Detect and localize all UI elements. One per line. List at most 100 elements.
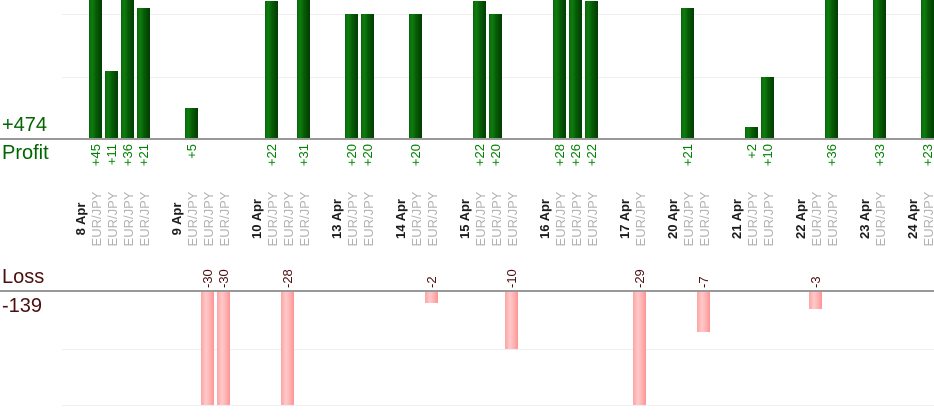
profit-value-label: +11 <box>104 144 119 166</box>
loss-section-label: Loss <box>2 266 45 288</box>
loss-total: -139 <box>2 295 43 317</box>
date-label: 16 Apr <box>537 199 552 239</box>
symbol-label: EUR/JPY <box>681 191 696 247</box>
date-label: 15 Apr <box>457 199 472 239</box>
profit-bar <box>137 8 150 140</box>
profit-value-label: +20 <box>408 144 423 167</box>
date-label: 17 Apr <box>617 199 632 239</box>
symbol-label: EUR/JPY <box>761 191 776 247</box>
symbol-label: EUR/JPY <box>873 191 888 247</box>
loss-axis-line <box>0 290 934 292</box>
profit-value-label: +36 <box>824 144 839 167</box>
date-label: 22 Apr <box>793 199 808 239</box>
loss-value-label: -28 <box>280 269 295 288</box>
symbol-label: EUR/JPY <box>409 191 424 247</box>
date-label: 9 Apr <box>169 202 184 236</box>
profit-value-label: +5 <box>184 144 199 159</box>
profit-bar <box>825 0 838 140</box>
symbol-label: EUR/JPY <box>425 191 440 247</box>
symbol-label: EUR/JPY <box>361 191 376 247</box>
profit-bar <box>105 71 118 140</box>
symbol-label: EUR/JPY <box>345 191 360 247</box>
profit-bar <box>409 14 422 140</box>
profit-bar <box>761 77 774 140</box>
symbol-label: EUR/JPY <box>281 191 296 247</box>
profit-value-label: +23 <box>920 144 934 167</box>
symbol-label: EUR/JPY <box>825 191 840 247</box>
loss-bottom-gridline <box>62 405 934 406</box>
symbol-label: EUR/JPY <box>105 191 120 247</box>
symbol-label: EUR/JPY <box>505 191 520 247</box>
symbol-label: EUR/JPY <box>489 191 504 247</box>
profit-value-label: +36 <box>120 144 135 167</box>
profit-section-label: Profit <box>2 142 49 164</box>
symbol-label: EUR/JPY <box>89 191 104 247</box>
date-label: 24 Apr <box>905 199 920 239</box>
symbol-label: EUR/JPY <box>201 191 216 247</box>
profit-bar <box>569 0 582 140</box>
profit-bar <box>681 8 694 140</box>
symbol-label: EUR/JPY <box>265 191 280 247</box>
loss-bar <box>505 292 518 349</box>
profit-value-label: +21 <box>136 144 151 167</box>
profit-bar <box>265 1 278 140</box>
loss-plot-area <box>0 292 934 406</box>
profit-value-label: +2 <box>744 144 759 159</box>
date-label: 14 Apr <box>393 199 408 239</box>
loss-value-label: -29 <box>632 269 647 288</box>
profit-value-label: +33 <box>872 144 887 167</box>
symbol-label: EUR/JPY <box>553 191 568 247</box>
symbol-label: EUR/JPY <box>217 191 232 247</box>
symbol-label: EUR/JPY <box>473 191 488 247</box>
loss-value-label: -10 <box>504 269 519 288</box>
profit-bar <box>553 0 566 140</box>
symbol-label: EUR/JPY <box>585 191 600 247</box>
symbol-label: EUR/JPY <box>809 191 824 247</box>
loss-value-label: -7 <box>696 276 711 288</box>
symbol-label: EUR/JPY <box>633 191 648 247</box>
profit-bar <box>185 108 198 140</box>
profit-axis-line <box>0 138 934 140</box>
profit-bar <box>473 1 486 140</box>
profit-bar <box>345 14 358 140</box>
profit-bar <box>745 127 758 140</box>
profit-value-label: +10 <box>760 144 775 167</box>
profit-bar <box>585 1 598 140</box>
profit-value-label: +20 <box>344 144 359 167</box>
loss-value-label: -2 <box>424 276 439 288</box>
profit-value-label: +31 <box>296 144 311 167</box>
profit-value-label: +20 <box>360 144 375 167</box>
symbol-label: EUR/JPY <box>185 191 200 247</box>
loss-value-label: -3 <box>808 276 823 288</box>
date-label: 13 Apr <box>329 199 344 239</box>
symbol-label: EUR/JPY <box>921 191 934 247</box>
profit-value-label: +26 <box>568 144 583 167</box>
loss-bar <box>633 292 646 405</box>
loss-bar <box>697 292 710 332</box>
profit-value-label: +22 <box>584 144 599 167</box>
loss-value-label: -30 <box>216 269 231 288</box>
profit-bar <box>921 0 934 140</box>
profit-bar <box>873 0 886 140</box>
symbol-label: EUR/JPY <box>297 191 312 247</box>
profit-bar <box>361 14 374 140</box>
loss-value-label: -30 <box>200 269 215 288</box>
date-label: 23 Apr <box>857 199 872 239</box>
profit-value-label: +45 <box>88 144 103 167</box>
profit-value-label: +22 <box>472 144 487 167</box>
profit-value-label: +21 <box>680 144 695 167</box>
profit-bar <box>489 14 502 140</box>
profit-bar <box>89 0 102 140</box>
date-label: 8 Apr <box>73 202 88 236</box>
date-label: 20 Apr <box>665 199 680 239</box>
profit-value-label: +22 <box>264 144 279 167</box>
profit-value-label: +28 <box>552 144 567 167</box>
symbol-label: EUR/JPY <box>137 191 152 247</box>
date-label: 21 Apr <box>729 199 744 239</box>
loss-bar <box>281 292 294 405</box>
loss-bar <box>809 292 822 309</box>
loss-bar <box>217 292 230 405</box>
symbol-label: EUR/JPY <box>569 191 584 247</box>
symbol-label: EUR/JPY <box>745 191 760 247</box>
